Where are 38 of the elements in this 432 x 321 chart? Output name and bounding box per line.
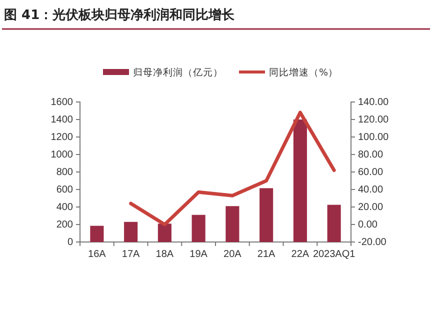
y2-tick-label: 100.00 — [358, 132, 390, 144]
bar — [90, 226, 104, 242]
y-tick-label: 600 — [56, 184, 74, 196]
y-tick-label: 800 — [56, 167, 74, 178]
y2-tick-label: -20.00 — [358, 237, 387, 248]
y-tick-label: 1200 — [50, 132, 74, 144]
bar — [293, 120, 307, 242]
bar — [124, 222, 138, 242]
x-tick-label: 19A — [190, 249, 208, 260]
x-tick-label: 20A — [224, 249, 242, 260]
y-tick-label: 1400 — [50, 114, 74, 126]
line-series — [129, 110, 336, 226]
y2-tick-label: 20.00 — [358, 202, 384, 214]
y-tick-label: 0 — [67, 237, 74, 248]
chart-title: 图 41：光伏板块归母净利润和同比增长 — [4, 7, 236, 23]
bar — [192, 214, 206, 242]
y-tick-label: 1600 — [50, 97, 74, 108]
y2-tick-label: 0.00 — [358, 220, 378, 231]
bar — [226, 206, 240, 242]
bar — [327, 204, 341, 242]
legend-label: 同比增速（%） — [269, 66, 338, 78]
bar — [158, 224, 172, 242]
x-tick-label: 18A — [156, 249, 174, 260]
y2-tick-label: 40.00 — [358, 184, 384, 196]
y-tick-label: 400 — [56, 202, 74, 214]
x-tick-label: 22A — [291, 249, 310, 260]
x-tick-label: 2023AQ1 — [312, 249, 356, 260]
x-tick-label: 21A — [257, 249, 276, 260]
bar — [260, 188, 274, 242]
y-tick-label: 1000 — [50, 150, 74, 161]
y2-tick-label: 140.00 — [358, 97, 390, 108]
legend-label: 归母净利润（亿元） — [133, 66, 223, 78]
y2-tick-label: 80.00 — [358, 150, 384, 161]
x-tick-label: 17A — [122, 249, 140, 260]
x-tick-label: 16A — [88, 249, 106, 260]
y2-tick-label: 60.00 — [358, 167, 384, 178]
y2-tick-label: 120.00 — [358, 114, 390, 126]
y-tick-label: 200 — [56, 220, 74, 231]
